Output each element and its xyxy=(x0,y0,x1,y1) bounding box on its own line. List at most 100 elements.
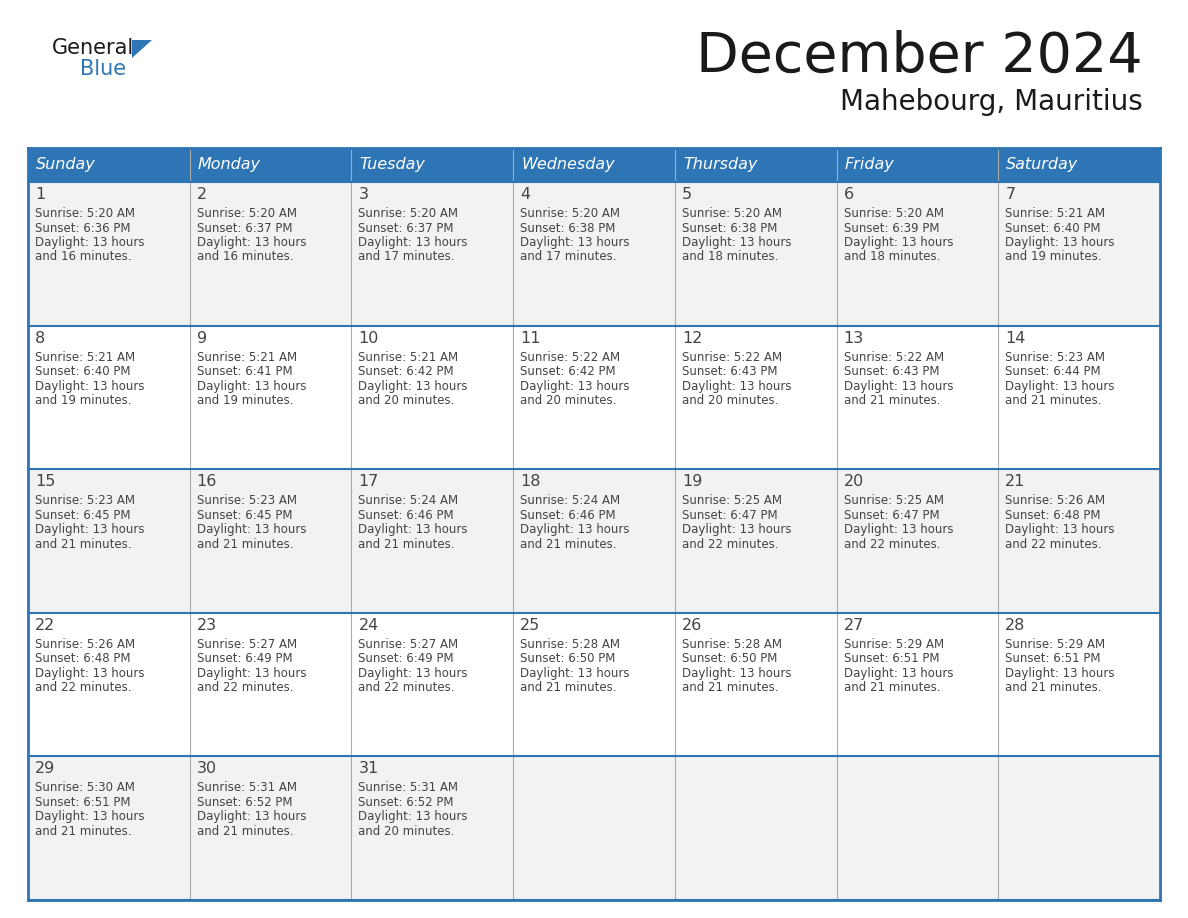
Text: Daylight: 13 hours: Daylight: 13 hours xyxy=(197,811,307,823)
Text: 31: 31 xyxy=(359,761,379,777)
Text: Sunrise: 5:24 AM: Sunrise: 5:24 AM xyxy=(359,494,459,508)
Text: Sunset: 6:40 PM: Sunset: 6:40 PM xyxy=(1005,221,1101,234)
Text: Daylight: 13 hours: Daylight: 13 hours xyxy=(1005,666,1114,680)
Text: Sunrise: 5:26 AM: Sunrise: 5:26 AM xyxy=(1005,494,1105,508)
Text: Daylight: 13 hours: Daylight: 13 hours xyxy=(359,236,468,249)
Text: 3: 3 xyxy=(359,187,368,202)
Text: Daylight: 13 hours: Daylight: 13 hours xyxy=(197,236,307,249)
Text: Daylight: 13 hours: Daylight: 13 hours xyxy=(520,523,630,536)
Text: Daylight: 13 hours: Daylight: 13 hours xyxy=(1005,380,1114,393)
Text: Mahebourg, Mauritius: Mahebourg, Mauritius xyxy=(840,88,1143,116)
Text: and 21 minutes.: and 21 minutes. xyxy=(1005,681,1101,694)
Text: and 22 minutes.: and 22 minutes. xyxy=(197,681,293,694)
Text: Sunset: 6:51 PM: Sunset: 6:51 PM xyxy=(1005,653,1101,666)
Text: 21: 21 xyxy=(1005,475,1025,489)
Text: Sunrise: 5:22 AM: Sunrise: 5:22 AM xyxy=(520,351,620,364)
Text: and 21 minutes.: and 21 minutes. xyxy=(1005,394,1101,407)
Text: and 21 minutes.: and 21 minutes. xyxy=(843,681,940,694)
Text: and 19 minutes.: and 19 minutes. xyxy=(197,394,293,407)
Text: Daylight: 13 hours: Daylight: 13 hours xyxy=(843,523,953,536)
Text: Sunset: 6:47 PM: Sunset: 6:47 PM xyxy=(682,509,777,521)
Bar xyxy=(29,326,1159,469)
Text: Daylight: 13 hours: Daylight: 13 hours xyxy=(682,380,791,393)
Text: Sunset: 6:44 PM: Sunset: 6:44 PM xyxy=(1005,365,1101,378)
Text: Sunrise: 5:21 AM: Sunrise: 5:21 AM xyxy=(34,351,135,364)
Text: Sunrise: 5:23 AM: Sunrise: 5:23 AM xyxy=(197,494,297,508)
Text: Sunrise: 5:31 AM: Sunrise: 5:31 AM xyxy=(359,781,459,794)
Text: Sunset: 6:48 PM: Sunset: 6:48 PM xyxy=(1005,509,1101,521)
Text: 14: 14 xyxy=(1005,330,1025,345)
Text: 25: 25 xyxy=(520,618,541,633)
Text: and 21 minutes.: and 21 minutes. xyxy=(520,681,617,694)
Text: 16: 16 xyxy=(197,475,217,489)
Text: 7: 7 xyxy=(1005,187,1016,202)
Text: 19: 19 xyxy=(682,475,702,489)
Text: 24: 24 xyxy=(359,618,379,633)
Text: Sunrise: 5:29 AM: Sunrise: 5:29 AM xyxy=(1005,638,1105,651)
Text: 17: 17 xyxy=(359,475,379,489)
Text: Daylight: 13 hours: Daylight: 13 hours xyxy=(1005,236,1114,249)
Text: General: General xyxy=(52,38,134,58)
Text: and 20 minutes.: and 20 minutes. xyxy=(359,825,455,838)
Text: Thursday: Thursday xyxy=(683,158,757,173)
Bar xyxy=(29,469,1159,613)
Text: and 17 minutes.: and 17 minutes. xyxy=(520,251,617,263)
Text: Sunrise: 5:31 AM: Sunrise: 5:31 AM xyxy=(197,781,297,794)
Bar xyxy=(29,756,1159,900)
Text: Daylight: 13 hours: Daylight: 13 hours xyxy=(359,811,468,823)
Text: Sunset: 6:37 PM: Sunset: 6:37 PM xyxy=(197,221,292,234)
Text: 22: 22 xyxy=(34,618,56,633)
Text: Sunrise: 5:23 AM: Sunrise: 5:23 AM xyxy=(34,494,135,508)
Text: 6: 6 xyxy=(843,187,854,202)
Text: 23: 23 xyxy=(197,618,217,633)
Text: 13: 13 xyxy=(843,330,864,345)
Text: 28: 28 xyxy=(1005,618,1025,633)
Text: Sunrise: 5:25 AM: Sunrise: 5:25 AM xyxy=(843,494,943,508)
Text: Sunset: 6:52 PM: Sunset: 6:52 PM xyxy=(359,796,454,809)
Text: Sunday: Sunday xyxy=(36,158,96,173)
Text: Daylight: 13 hours: Daylight: 13 hours xyxy=(843,236,953,249)
Text: Sunrise: 5:28 AM: Sunrise: 5:28 AM xyxy=(682,638,782,651)
Text: 12: 12 xyxy=(682,330,702,345)
Text: and 20 minutes.: and 20 minutes. xyxy=(520,394,617,407)
Text: and 21 minutes.: and 21 minutes. xyxy=(682,681,778,694)
Text: Sunset: 6:43 PM: Sunset: 6:43 PM xyxy=(843,365,939,378)
Text: Sunrise: 5:29 AM: Sunrise: 5:29 AM xyxy=(843,638,943,651)
Bar xyxy=(29,182,1159,326)
Text: Friday: Friday xyxy=(845,158,895,173)
Text: 15: 15 xyxy=(34,475,56,489)
Text: Sunrise: 5:21 AM: Sunrise: 5:21 AM xyxy=(359,351,459,364)
Text: Daylight: 13 hours: Daylight: 13 hours xyxy=(520,380,630,393)
Text: Daylight: 13 hours: Daylight: 13 hours xyxy=(1005,523,1114,536)
Text: Daylight: 13 hours: Daylight: 13 hours xyxy=(843,666,953,680)
Text: and 21 minutes.: and 21 minutes. xyxy=(843,394,940,407)
Text: Sunset: 6:40 PM: Sunset: 6:40 PM xyxy=(34,365,131,378)
Bar xyxy=(29,148,1159,182)
Text: Daylight: 13 hours: Daylight: 13 hours xyxy=(197,666,307,680)
Text: and 16 minutes.: and 16 minutes. xyxy=(197,251,293,263)
Text: Daylight: 13 hours: Daylight: 13 hours xyxy=(34,236,145,249)
Text: 10: 10 xyxy=(359,330,379,345)
Text: 9: 9 xyxy=(197,330,207,345)
Text: Monday: Monday xyxy=(197,158,260,173)
Text: Tuesday: Tuesday xyxy=(360,158,425,173)
Text: Sunrise: 5:26 AM: Sunrise: 5:26 AM xyxy=(34,638,135,651)
Text: 1: 1 xyxy=(34,187,45,202)
Text: Daylight: 13 hours: Daylight: 13 hours xyxy=(197,523,307,536)
Text: Sunrise: 5:25 AM: Sunrise: 5:25 AM xyxy=(682,494,782,508)
Text: Sunset: 6:38 PM: Sunset: 6:38 PM xyxy=(520,221,615,234)
Text: Sunset: 6:42 PM: Sunset: 6:42 PM xyxy=(359,365,454,378)
Text: Sunrise: 5:28 AM: Sunrise: 5:28 AM xyxy=(520,638,620,651)
Text: Wednesday: Wednesday xyxy=(522,158,614,173)
Text: Sunset: 6:46 PM: Sunset: 6:46 PM xyxy=(520,509,615,521)
Text: Sunrise: 5:22 AM: Sunrise: 5:22 AM xyxy=(682,351,782,364)
Text: and 21 minutes.: and 21 minutes. xyxy=(197,825,293,838)
Text: and 18 minutes.: and 18 minutes. xyxy=(843,251,940,263)
Text: Daylight: 13 hours: Daylight: 13 hours xyxy=(682,236,791,249)
Text: Sunset: 6:52 PM: Sunset: 6:52 PM xyxy=(197,796,292,809)
Text: Sunset: 6:50 PM: Sunset: 6:50 PM xyxy=(682,653,777,666)
Text: Sunset: 6:42 PM: Sunset: 6:42 PM xyxy=(520,365,615,378)
Text: Sunrise: 5:21 AM: Sunrise: 5:21 AM xyxy=(197,351,297,364)
Text: Sunset: 6:50 PM: Sunset: 6:50 PM xyxy=(520,653,615,666)
Text: Sunset: 6:48 PM: Sunset: 6:48 PM xyxy=(34,653,131,666)
